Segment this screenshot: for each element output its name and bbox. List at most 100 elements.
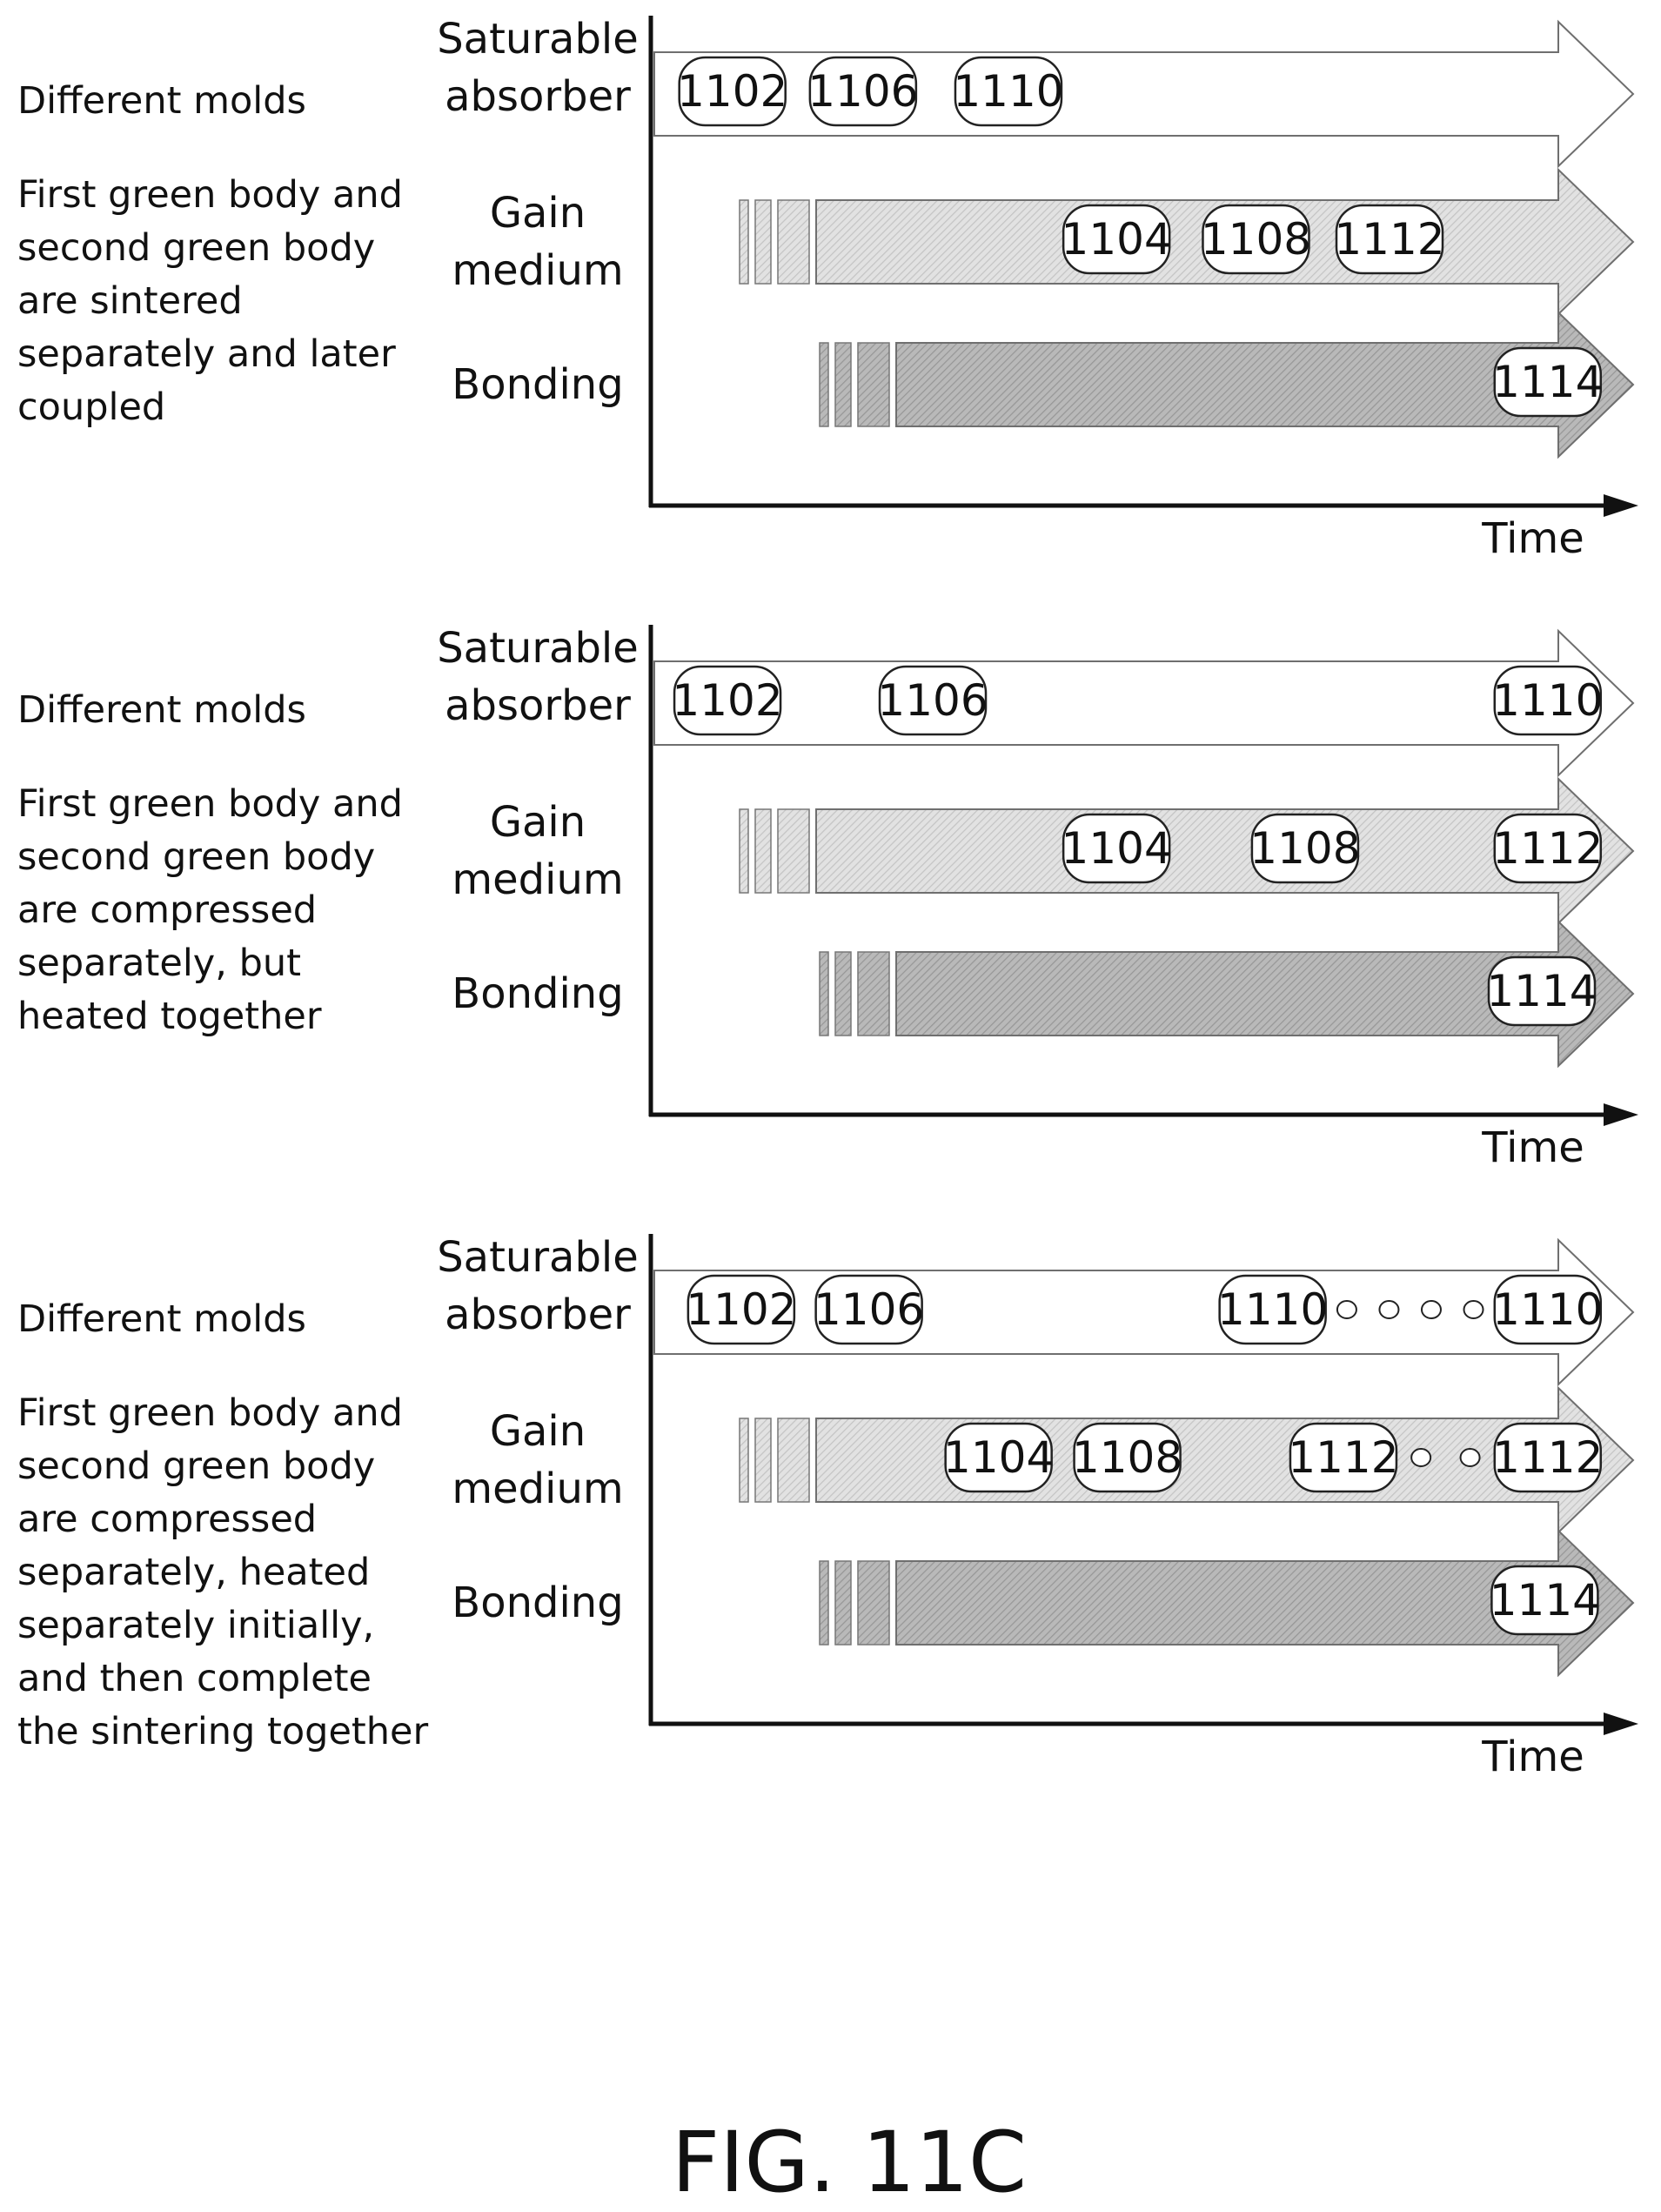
step-label: 1110 [1492, 675, 1603, 726]
lane-arrow [653, 628, 1635, 778]
step-box: 1112 [1334, 204, 1445, 275]
mold-label: Different molds [17, 688, 306, 732]
step-box-frame [1289, 1422, 1398, 1493]
step-box-frame [1490, 1565, 1599, 1636]
lane-stripe [819, 342, 829, 427]
description-line: First green body and [17, 173, 403, 217]
figure-caption: FIG. 11C [672, 2114, 1027, 2211]
step-label: 1108 [1201, 214, 1311, 265]
step-label: 1112 [1492, 823, 1603, 874]
lane-stripe [834, 951, 852, 1036]
lane-arrow [895, 310, 1635, 459]
description-line: First green body and [17, 1391, 403, 1435]
lane-label: absorber [445, 1290, 631, 1339]
description-line: second green body [17, 1445, 375, 1488]
lane-arrow [895, 919, 1635, 1069]
step-label: 1114 [1486, 966, 1597, 1016]
lane-stripe [777, 1418, 810, 1503]
description-line: are compressed [17, 888, 317, 932]
time-axis-arrowhead [1604, 494, 1638, 517]
lane-label: Bonding [452, 360, 623, 409]
step-box-frame [814, 1274, 923, 1345]
step-box: 1108 [1249, 813, 1361, 884]
step-label: 1102 [677, 66, 787, 117]
time-axis-arrowhead [1604, 1103, 1638, 1126]
lane-arrow [653, 19, 1635, 169]
lane-stripe [739, 199, 749, 285]
step-box-frame [1250, 813, 1360, 884]
step-label: 1108 [1072, 1432, 1182, 1483]
step-box: 1114 [1492, 346, 1603, 418]
description-line: separately and later [17, 332, 396, 376]
lane-stripe [834, 342, 852, 427]
step-box: 1112 [1492, 1422, 1603, 1493]
lane-label: Bonding [452, 1579, 623, 1627]
lane-stripe [857, 1560, 890, 1646]
timeline-panel-1: Different molds First green body and secon… [17, 15, 1638, 563]
lane-stripe [857, 951, 890, 1036]
step-box-frame [1493, 813, 1603, 884]
connector-circle [1378, 1300, 1400, 1319]
step-box: 1110 [1492, 665, 1603, 736]
description-line: separately initially, [17, 1604, 374, 1647]
connector-circle [1410, 1448, 1432, 1467]
lane-1: Saturable absorber 1102 1106 1110 [437, 15, 1635, 169]
step-label: 1110 [1217, 1284, 1328, 1335]
lane-3: Bonding 1114 [452, 310, 1635, 459]
connector-circle [1420, 1300, 1442, 1319]
step-box: 1110 [1492, 1274, 1603, 1345]
step-box-frame [1335, 204, 1444, 275]
description-line: second green body [17, 226, 375, 270]
description-line: heated together [17, 995, 322, 1038]
step-box: 1104 [1062, 204, 1172, 275]
lane-label: Saturable [437, 1233, 639, 1282]
step-box: 1112 [1288, 1422, 1399, 1493]
step-box-frame [678, 56, 787, 127]
lane-stripe [777, 199, 810, 285]
description-line: are sintered [17, 279, 243, 323]
step-box: 1106 [807, 56, 918, 127]
step-box-frame [1202, 204, 1310, 275]
lane-label: Saturable [437, 624, 639, 673]
time-axis-label: Time [1481, 1733, 1584, 1781]
step-box: 1106 [814, 1274, 924, 1345]
step-label: 1112 [1288, 1432, 1398, 1483]
step-box: 1102 [686, 1274, 796, 1345]
step-label: 1106 [814, 1284, 924, 1335]
step-box-frame [1073, 1422, 1182, 1493]
step-label: 1104 [943, 1432, 1054, 1483]
step-connector [1336, 1300, 1484, 1319]
step-box: 1104 [943, 1422, 1054, 1493]
lane-3: Bonding 1114 [452, 1528, 1635, 1678]
step-label: 1112 [1334, 214, 1444, 265]
time-axis-arrowhead [1604, 1713, 1638, 1735]
lane-stripe [739, 1418, 749, 1503]
connector-circle [1459, 1448, 1481, 1467]
description-line: coupled [17, 385, 165, 429]
step-box-frame [1493, 665, 1603, 736]
mold-label: Different molds [17, 79, 306, 123]
step-label: 1104 [1062, 823, 1172, 874]
lane-arrow [815, 776, 1635, 926]
lane-label: Gain [490, 1407, 586, 1456]
connector-circle [1336, 1300, 1357, 1319]
step-label: 1104 [1062, 214, 1172, 265]
description-line: separately, but [17, 942, 301, 985]
description-line: and then complete [17, 1657, 372, 1700]
step-label: 1106 [807, 66, 918, 117]
step-label: 1114 [1492, 357, 1603, 407]
step-label: 1114 [1490, 1575, 1600, 1625]
description-line: the sintering together [17, 1710, 428, 1753]
lane-stripe [777, 808, 810, 894]
step-box: 1114 [1490, 1565, 1600, 1636]
step-box-frame [1493, 1422, 1603, 1493]
description-line: separately, heated [17, 1551, 370, 1594]
step-box: 1102 [672, 665, 783, 736]
lane-arrow [895, 1528, 1635, 1678]
description-line: First green body and [17, 782, 403, 826]
lane-label: absorber [445, 681, 631, 730]
step-connector [1410, 1448, 1481, 1467]
connector-circle [1463, 1300, 1484, 1319]
mold-label: Different molds [17, 1297, 306, 1341]
